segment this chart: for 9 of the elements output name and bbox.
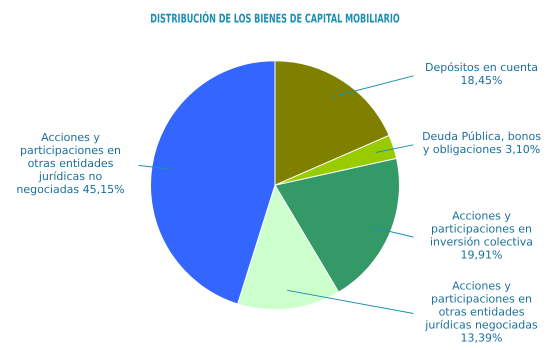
slice-label: Acciones y participaciones en inversión colectiva: [430, 210, 534, 249]
data-label: 19,91%: [460, 248, 502, 262]
slice-label: Acciones y participaciones en otras entidades jurídicas negociadas: [424, 279, 538, 332]
slice-label: Acciones y participaciones en otras entidades jurídicas no negociadas 45,15%: [16, 131, 125, 196]
slice-label: Deuda Pública, bonos y obligaciones 3,10%: [422, 130, 542, 156]
slice-label: Depósitos en cuenta: [424, 61, 538, 74]
data-label: 13,39%: [460, 331, 502, 344]
chart-title: DISTRIBUCIÓN DE LOS BIENES DE CAPITAL MOBILIARIO: [150, 10, 400, 26]
data-label: 18,45%: [460, 74, 502, 88]
